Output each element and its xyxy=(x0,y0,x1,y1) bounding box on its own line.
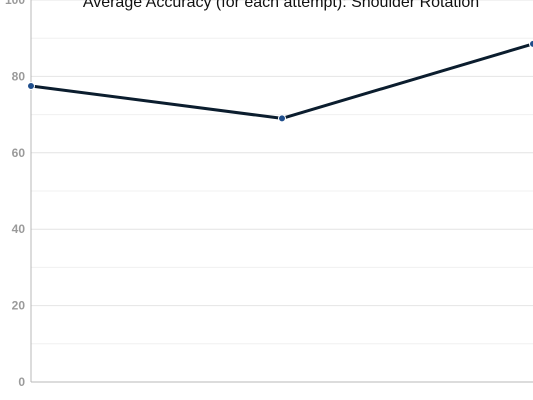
y-tick-label: 20 xyxy=(12,299,26,313)
series-group xyxy=(27,39,533,123)
y-tick-label: 100 xyxy=(5,0,25,7)
y-tick-label: 60 xyxy=(12,146,26,160)
grid-lines xyxy=(31,0,533,345)
y-tick-label: 80 xyxy=(12,69,26,83)
y-tick-labels: 0 20 40 60 80 100 xyxy=(5,0,25,389)
chart-title: Average Accuracy (for each attempt): Sho… xyxy=(83,0,479,11)
data-point xyxy=(278,114,286,123)
y-tick-label: 40 xyxy=(12,222,26,236)
series-line xyxy=(30,42,533,120)
data-point xyxy=(529,39,533,48)
data-point xyxy=(27,81,35,90)
y-tick-label: 0 xyxy=(18,375,25,389)
